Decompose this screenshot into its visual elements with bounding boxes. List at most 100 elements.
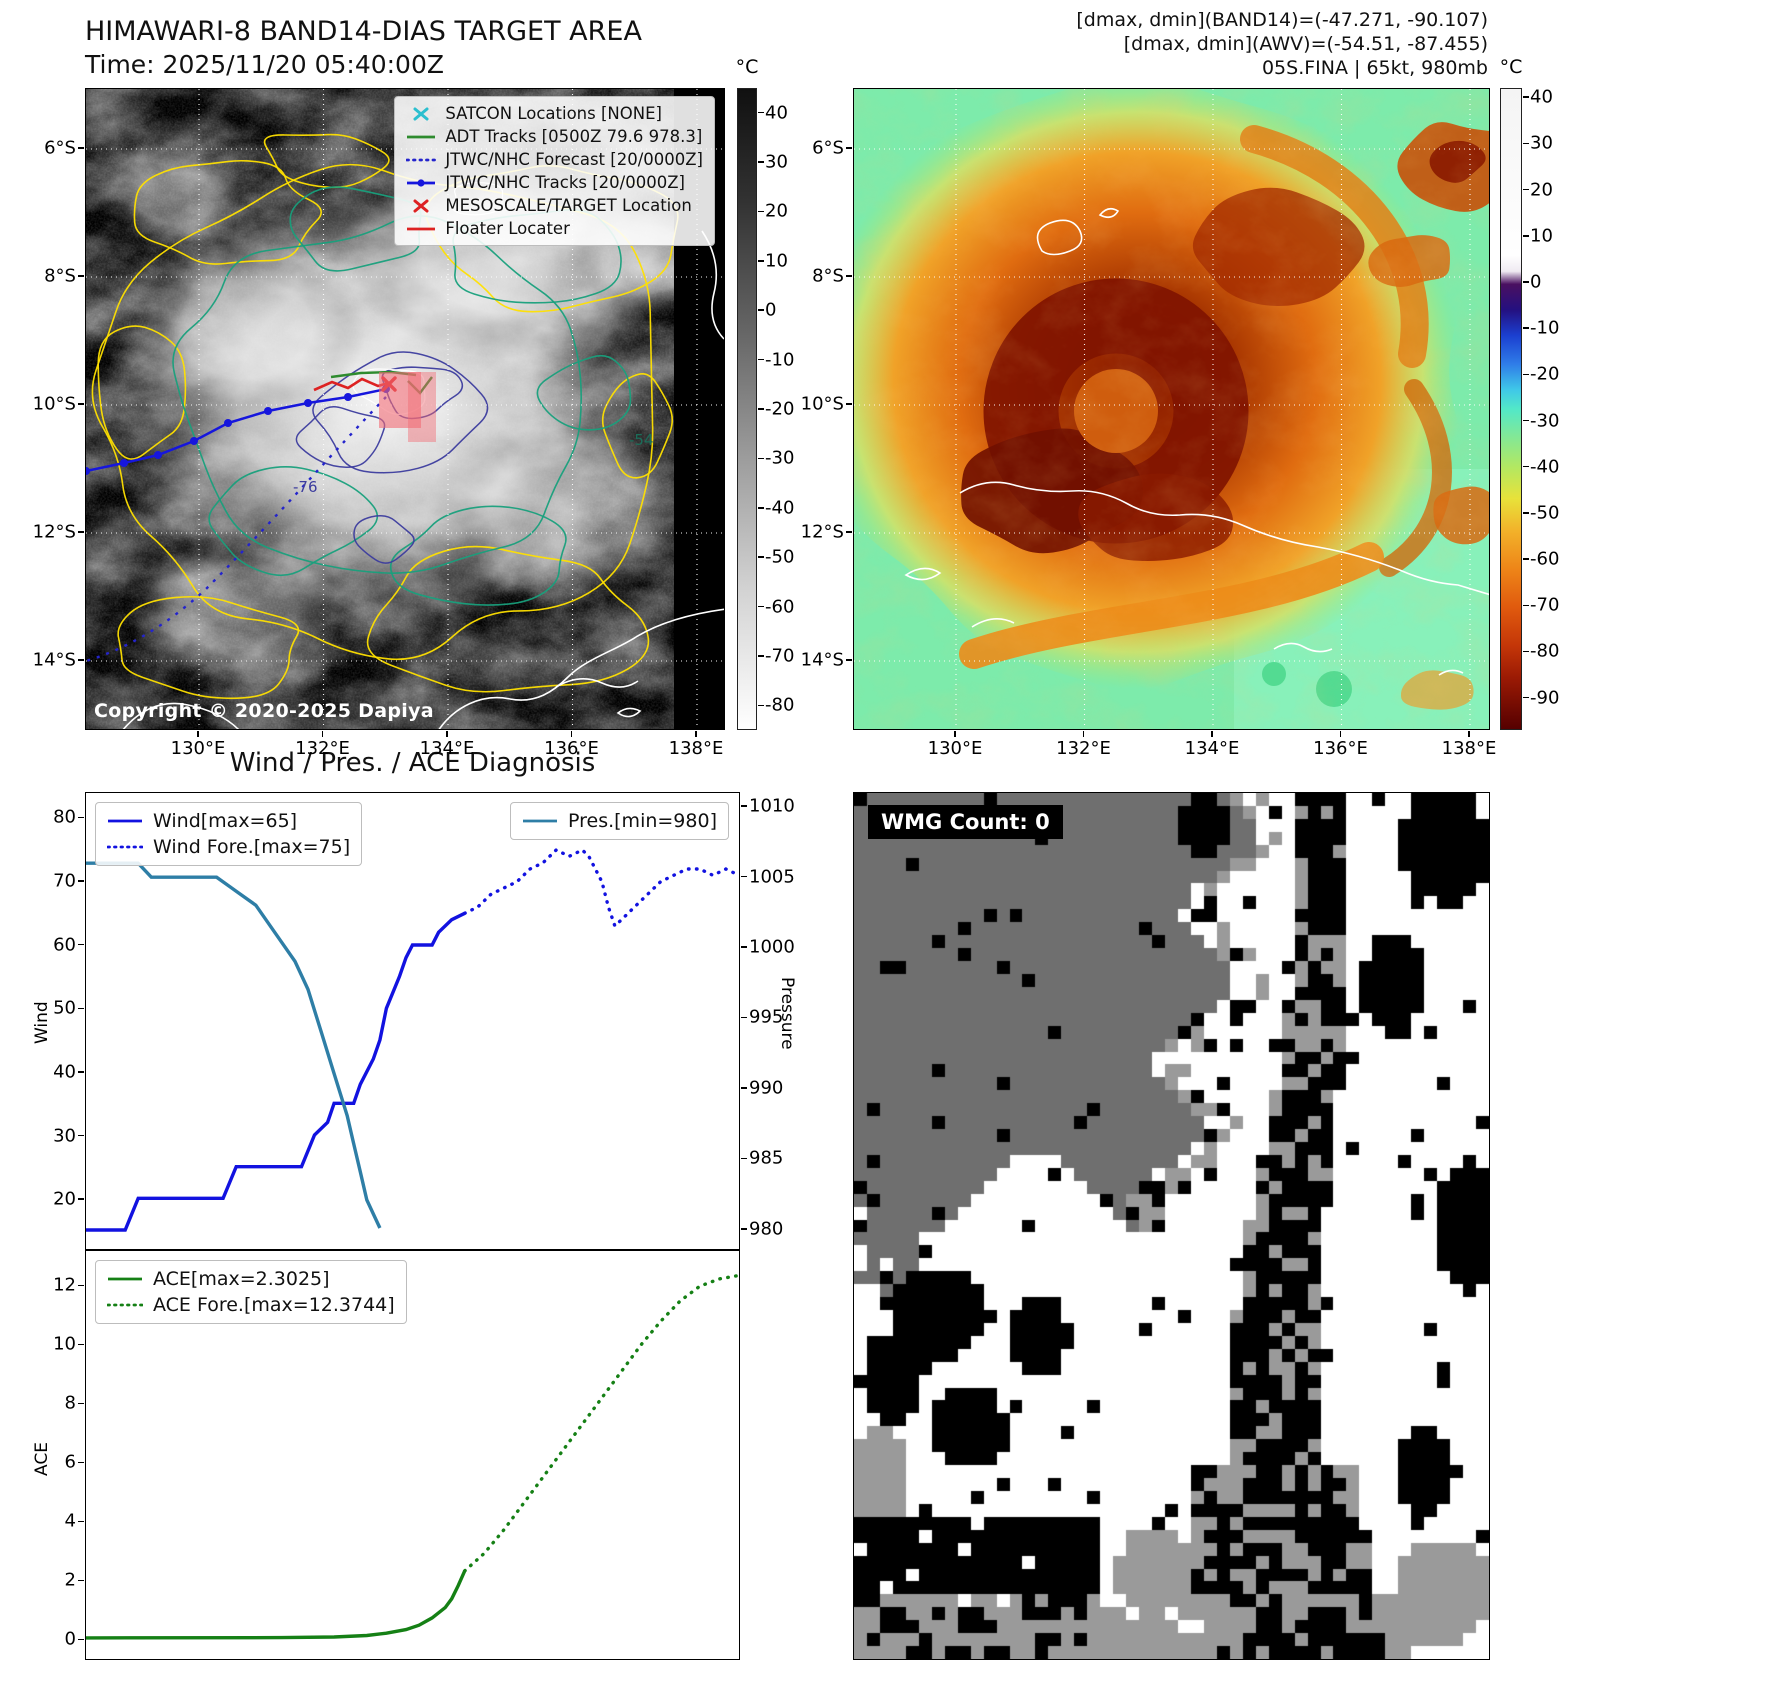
tick-mark: [78, 1461, 84, 1464]
tick-mark: [1523, 96, 1529, 98]
colorbar-tick-label: -80: [1530, 640, 1560, 662]
tick-mark: [758, 457, 764, 460]
tick-mark: [1523, 373, 1529, 376]
tick-mark: [741, 1016, 747, 1019]
legend-item-label: JTWC/NHC Forecast [20/0000Z]: [445, 150, 703, 169]
lat-tick-label: 8°S: [44, 265, 76, 287]
lon-tick-label: 136°E: [1313, 738, 1368, 759]
colorbar-tick-label: -60: [1530, 548, 1560, 570]
line-sample-icon: [107, 1303, 143, 1307]
y-tick-label: 70: [53, 870, 76, 892]
dmax-band14-readout: [dmax, dmin](BAND14)=(-47.271, -90.107): [1076, 9, 1488, 31]
ace-axis-label: ACE: [32, 1442, 52, 1476]
colorbar-tick-label: -90: [1530, 687, 1560, 709]
colorbar-tick-label: -70: [765, 645, 795, 667]
tick-mark: [1468, 731, 1470, 737]
lon-tick-label: 136°E: [544, 738, 599, 759]
y-tick-label: 6: [64, 1451, 76, 1473]
tick-mark: [695, 731, 697, 737]
copyright-label: Copyright © 2020-2025 Dapiya: [94, 700, 434, 722]
tick-mark: [78, 880, 84, 882]
chart-legend: Wind[max=65] Wind Fore.[max=75]: [95, 802, 363, 866]
diagnosis-title: Wind / Pres. / ACE Diagnosis: [229, 748, 596, 778]
tick-mark: [846, 275, 852, 277]
lon-tick-label: 134°E: [1184, 738, 1240, 759]
legend-item-label: Wind Fore.[max=75]: [153, 836, 351, 858]
band14-title: HIMAWARI-8 BAND14-DIAS TARGET AREA: [85, 16, 642, 47]
line-sample-icon: [107, 845, 143, 849]
y-tick-label: 8: [64, 1392, 76, 1414]
tick-mark: [1082, 731, 1085, 737]
tick-mark: [78, 943, 84, 946]
colorbar-tick-label: -40: [765, 497, 795, 519]
tick-mark: [741, 875, 747, 878]
lat-tick-label: 14°S: [800, 649, 844, 671]
tick-mark: [758, 161, 764, 163]
tick-mark: [1523, 512, 1529, 514]
tick-mark: [78, 1071, 84, 1073]
y-tick-label: 50: [53, 997, 76, 1019]
awv-colorbar: [1500, 88, 1522, 730]
colorbar-tick-label: 20: [1530, 179, 1553, 201]
lon-tick-label: 138°E: [668, 738, 724, 759]
tick-mark: [570, 731, 573, 737]
tick-mark: [78, 659, 84, 661]
y2-tick-label: 985: [749, 1147, 784, 1169]
line-sample-icon: [407, 227, 436, 230]
y-tick-label: 20: [53, 1188, 76, 1210]
legend-item: Pres.[min=980]: [522, 810, 717, 832]
band14-colorbar: [737, 88, 757, 730]
y2-tick-label: 1010: [749, 795, 795, 817]
tick-mark: [846, 531, 852, 533]
legend-item: MESOSCALE/TARGET Location: [406, 196, 703, 215]
tick-mark: [741, 1087, 747, 1089]
wmg-panel: WMG Count: 0: [853, 792, 1490, 1660]
tick-mark: [758, 358, 764, 361]
y2-tick-label: 1005: [749, 866, 795, 888]
legend-item: ACE Fore.[max=12.3744]: [107, 1294, 395, 1316]
tick-mark: [758, 111, 764, 114]
tick-mark: [846, 147, 852, 149]
awv-satellite-image: [854, 89, 1489, 729]
colorbar-tick-label: 40: [765, 102, 788, 124]
y-tick-label: 80: [53, 806, 76, 828]
y-tick-label: 10: [53, 1333, 76, 1355]
wind-pressure-chart: Wind[max=65] Wind Fore.[max=75] Pres.[min=…: [85, 792, 740, 1250]
legend-item: Floater Locater: [406, 219, 703, 238]
y-tick-label: 0: [64, 1628, 76, 1650]
y2-tick-label: 990: [749, 1077, 784, 1099]
tick-mark: [758, 408, 764, 410]
y-tick-label: 40: [53, 1061, 76, 1083]
tick-mark: [846, 659, 852, 661]
legend-item-label: JTWC/NHC Tracks [20/0000Z]: [445, 173, 685, 192]
lat-tick-label: 6°S: [812, 137, 844, 159]
legend-item-label: SATCON Locations [NONE]: [445, 104, 662, 123]
legend-item: JTWC/NHC Tracks [20/0000Z]: [406, 173, 703, 192]
legend-item: Wind[max=65]: [107, 810, 350, 832]
series-observed: [86, 911, 466, 1232]
legend-item: ADT Tracks [0500Z 79.6 978.3]: [406, 127, 703, 146]
tick-mark: [78, 1343, 84, 1346]
lon-tick-label: 134°E: [419, 738, 475, 759]
tick-mark: [758, 605, 764, 608]
lon-tick-label: 130°E: [170, 738, 226, 759]
legend-item-label: MESOSCALE/TARGET Location: [445, 196, 692, 215]
colorbar-tick-label: -50: [765, 546, 795, 568]
band14-map-panel: -54 -76 SATCON Locations [NONE] ADT Tracks…: [85, 88, 725, 730]
y2-tick-label: 995: [749, 1006, 784, 1028]
tick-mark: [78, 1198, 84, 1200]
legend-item: ACE[max=2.3025]: [107, 1268, 395, 1290]
y-tick-label: 12: [53, 1274, 76, 1296]
tick-mark: [758, 507, 764, 509]
storm-id-readout: 05S.FINA | 65kt, 980mb: [1261, 57, 1488, 79]
lon-tick-label: 132°E: [1056, 738, 1111, 759]
tick-mark: [1523, 558, 1529, 560]
y2-tick-label: 1000: [749, 936, 795, 958]
wmg-image: [854, 793, 1489, 1659]
ace-plot-area: [86, 1273, 739, 1640]
line-sample-icon: [108, 819, 142, 823]
tick-mark: [78, 816, 84, 819]
wind-axis-label: Wind: [32, 1001, 52, 1044]
tick-mark: [741, 1228, 747, 1230]
colorbar-tick-label: 0: [1530, 271, 1542, 293]
